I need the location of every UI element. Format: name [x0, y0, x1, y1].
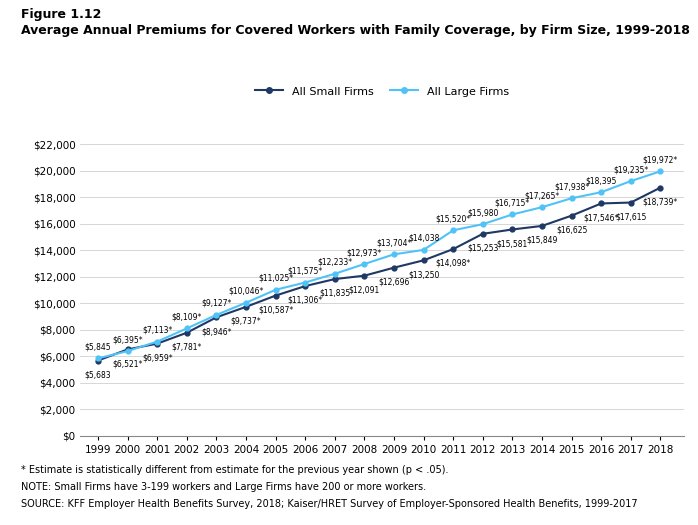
- Text: $9,737*: $9,737*: [231, 317, 261, 326]
- Text: NOTE: Small Firms have 3-199 workers and Large Firms have 200 or more workers.: NOTE: Small Firms have 3-199 workers and…: [21, 482, 426, 492]
- Text: $15,849: $15,849: [526, 236, 558, 245]
- Text: $12,973*: $12,973*: [347, 248, 382, 257]
- Text: $12,091: $12,091: [349, 286, 380, 295]
- Text: $11,835: $11,835: [319, 289, 350, 298]
- Text: Average Annual Premiums for Covered Workers with Family Coverage, by Firm Size, : Average Annual Premiums for Covered Work…: [21, 24, 690, 37]
- Text: $6,959*: $6,959*: [142, 353, 172, 362]
- Text: $18,395: $18,395: [586, 176, 617, 185]
- Text: $5,845: $5,845: [84, 342, 112, 351]
- Text: $8,109*: $8,109*: [172, 312, 202, 321]
- Text: $11,306*: $11,306*: [288, 296, 323, 305]
- Text: $10,587*: $10,587*: [258, 306, 293, 314]
- Text: $15,980: $15,980: [467, 208, 498, 217]
- Text: * Estimate is statistically different from estimate for the previous year shown : * Estimate is statistically different fr…: [21, 465, 448, 475]
- Text: $16,625: $16,625: [556, 225, 587, 234]
- Text: $13,704*: $13,704*: [376, 238, 412, 247]
- Legend: All Small Firms, All Large Firms: All Small Firms, All Large Firms: [251, 82, 514, 101]
- Text: $16,715*: $16,715*: [495, 198, 530, 207]
- Text: Figure 1.12: Figure 1.12: [21, 8, 101, 21]
- Text: $5,683: $5,683: [84, 370, 112, 379]
- Text: $13,250: $13,250: [408, 270, 439, 279]
- Text: $15,520*: $15,520*: [436, 214, 471, 223]
- Text: $17,546*: $17,546*: [584, 213, 619, 222]
- Text: $19,972*: $19,972*: [643, 155, 678, 164]
- Text: $6,395*: $6,395*: [112, 335, 143, 344]
- Text: $9,127*: $9,127*: [201, 299, 232, 308]
- Text: $15,253: $15,253: [467, 244, 498, 253]
- Text: $10,046*: $10,046*: [228, 287, 264, 296]
- Text: $8,946*: $8,946*: [201, 327, 232, 336]
- Text: $17,265*: $17,265*: [524, 191, 560, 200]
- Text: $18,739*: $18,739*: [643, 197, 678, 206]
- Text: $12,696: $12,696: [378, 277, 410, 287]
- Text: $14,098*: $14,098*: [436, 259, 471, 268]
- Text: $15,581: $15,581: [497, 239, 528, 248]
- Text: $7,113*: $7,113*: [142, 326, 172, 334]
- Text: $11,575*: $11,575*: [288, 267, 323, 276]
- Text: $7,781*: $7,781*: [172, 342, 202, 351]
- Text: $12,233*: $12,233*: [317, 258, 352, 267]
- Text: $19,235*: $19,235*: [613, 165, 648, 174]
- Text: $14,038: $14,038: [408, 234, 439, 243]
- Text: $6,521*: $6,521*: [112, 359, 143, 368]
- Text: $17,615: $17,615: [615, 212, 646, 221]
- Text: $17,938*: $17,938*: [554, 182, 589, 191]
- Text: $11,025*: $11,025*: [258, 274, 293, 283]
- Text: SOURCE: KFF Employer Health Benefits Survey, 2018; Kaiser/HRET Survey of Employe: SOURCE: KFF Employer Health Benefits Sur…: [21, 499, 637, 509]
